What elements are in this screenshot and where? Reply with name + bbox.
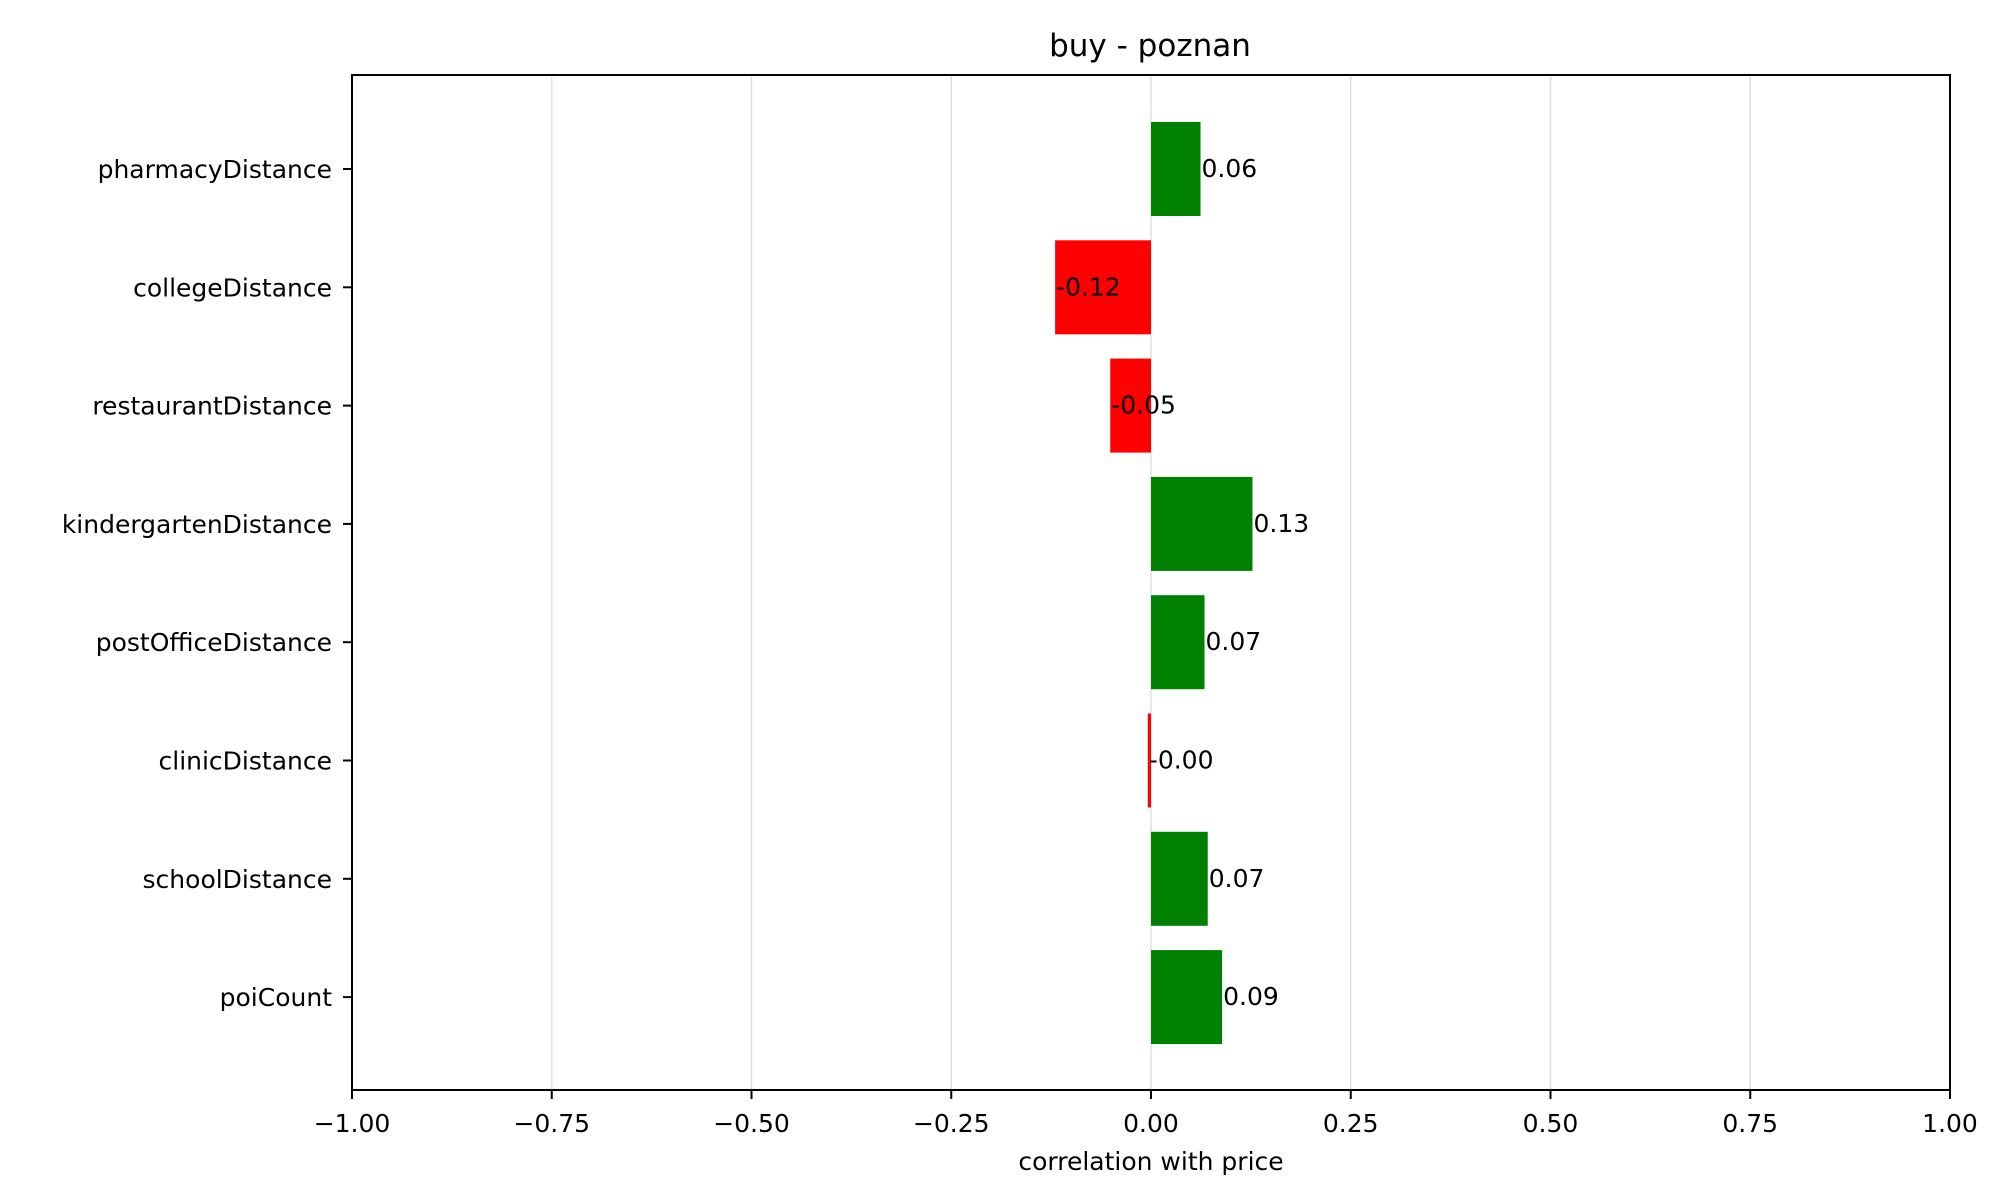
x-tick-label-6: 0.50 [1523,1109,1579,1138]
y-tick-label-clinicDistance: clinicDistance [159,747,333,776]
value-label-pharmacyDistance: 0.06 [1202,154,1258,183]
x-tick-label-8: 1.00 [1922,1109,1978,1138]
bar-kindergartenDistance [1151,476,1253,571]
value-label-kindergartenDistance: 0.13 [1253,509,1309,538]
bars [1055,122,1253,1045]
value-label-clinicDistance: -0.00 [1149,746,1214,775]
x-tick-label-5: 0.25 [1323,1109,1379,1138]
y-tick-label-postOfficeDistance: postOfficeDistance [96,628,332,657]
x-tick-label-4: 0.00 [1123,1109,1179,1138]
value-label-collegeDistance: -0.12 [1056,272,1121,301]
y-axis: pharmacyDistance collegeDistance restauran… [62,155,352,1012]
value-label-restaurantDistance: -0.05 [1111,391,1176,420]
x-tick-label-7: 0.75 [1722,1109,1778,1138]
y-tick-label-poiCount: poiCount [220,983,333,1012]
y-tick-label-restaurantDistance: restaurantDistance [92,392,332,421]
value-label-schoolDistance: 0.07 [1209,864,1265,893]
y-tick-label-schoolDistance: schoolDistance [143,865,332,894]
value-label-postOfficeDistance: 0.07 [1206,627,1262,656]
data-labels: 0.06 -0.12 -0.05 0.13 0.07 -0.00 0.07 0.09 [1056,154,1309,1011]
grid-lines [351,75,1951,1090]
bar-pharmacyDistance [1151,122,1201,216]
y-tick-label-pharmacyDistance: pharmacyDistance [98,155,332,184]
bar-clinicDistance [1147,713,1151,808]
value-label-poiCount: 0.09 [1223,982,1279,1011]
y-tick-label-collegeDistance: collegeDistance [133,273,332,302]
bar-poiCount [1151,950,1223,1045]
bar-schoolDistance [1151,831,1208,926]
chart-title: buy - poznan [1049,28,1251,64]
x-axis: −1.00 −0.75 −0.50 −0.25 0.00 0.25 0.50 0.75 1.00 [314,1090,1978,1138]
bar-postOfficeDistance [1151,595,1205,690]
y-tick-label-kindergartenDistance: kindergartenDistance [62,510,332,539]
x-tick-label-2: −0.50 [713,1109,790,1138]
bar-restaurantDistance [1110,358,1151,453]
x-tick-label-0: −1.00 [314,1109,391,1138]
bar-collegeDistance [1055,240,1151,335]
x-tick-label-1: −0.75 [513,1109,590,1138]
x-tick-label-3: −0.25 [913,1109,990,1138]
x-axis-label: correlation with price [1018,1147,1283,1176]
